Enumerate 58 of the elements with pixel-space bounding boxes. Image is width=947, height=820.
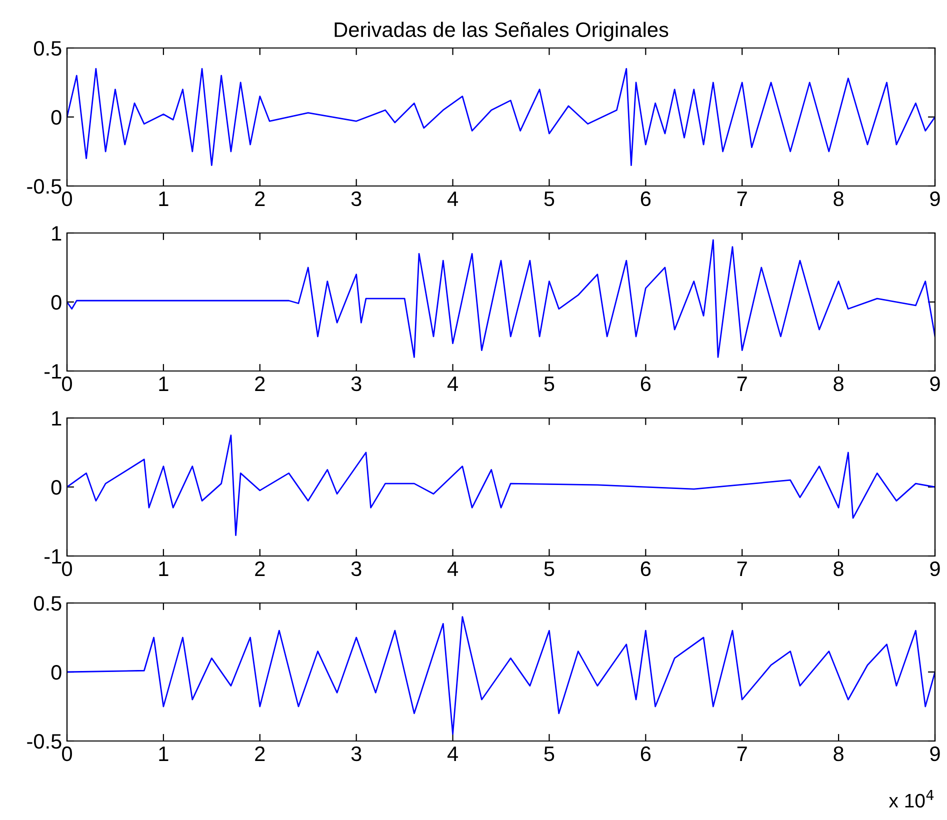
x-tick-label: 4 — [447, 746, 458, 761]
y-tick-label: 1 — [52, 411, 62, 426]
x-tick-label: 3 — [351, 746, 362, 762]
x-tick-label: 4 — [447, 562, 458, 576]
x-tick-label: 5 — [544, 746, 554, 762]
x-tick-label: 6 — [640, 376, 651, 392]
x-tick-label: 8 — [834, 191, 844, 206]
y-tick-label: -1 — [44, 364, 62, 379]
y-tick-label: 0 — [51, 110, 62, 125]
x-tick-label: 2 — [255, 746, 265, 761]
y-tick-label: 1 — [52, 226, 62, 241]
x-tick-label: 7 — [737, 746, 747, 761]
y-tick-label: -0.5 — [27, 179, 62, 194]
x-tick-label: 8 — [834, 561, 844, 576]
x-tick-label: 7 — [737, 562, 747, 576]
x-tick-label: 0 — [62, 561, 72, 576]
x-tick-label: 9 — [930, 376, 940, 392]
x-tick-label: 1 — [159, 192, 168, 206]
y-tick-label: 0.5 — [34, 596, 62, 611]
text: x 10$^{4}$ — [888, 790, 934, 808]
line-series — [67, 616, 935, 735]
x-tick-label: 1 — [159, 562, 168, 576]
chart-title: Derivadas de las Señales Originales — [334, 22, 668, 42]
x-tick-label: 9 — [930, 191, 940, 206]
y-tick-label: 0 — [51, 480, 62, 495]
x-tick-label: 7 — [737, 376, 747, 391]
x-tick-label: 1 — [159, 746, 168, 761]
x-tick-label: 0 — [62, 746, 72, 762]
x-tick-label: 0 — [62, 376, 72, 392]
x-tick-label: 5 — [544, 376, 554, 392]
x-tick-label: 1 — [159, 376, 168, 391]
x-tick-label: 9 — [930, 746, 940, 762]
x-tick-label: 3 — [351, 191, 362, 206]
x-tick-label: 5 — [544, 192, 554, 206]
y-tick-label: -0.5 — [27, 734, 62, 749]
x-tick-label: 3 — [351, 561, 362, 576]
x-tick-label: 3 — [351, 376, 362, 392]
y-tick-label: 0 — [51, 295, 62, 310]
x-tick-label: 6 — [640, 561, 651, 576]
x-tick-label: 6 — [640, 191, 651, 206]
line-series — [67, 239, 935, 358]
line-series — [67, 434, 935, 536]
x-tick-label: 2 — [255, 561, 265, 576]
x-tick-label: 8 — [834, 376, 844, 392]
y-tick-label: 0 — [51, 665, 62, 680]
x-tick-label: 7 — [737, 192, 747, 206]
y-tick-label: 0.5 — [34, 41, 62, 56]
line-series — [67, 68, 935, 166]
x-tick-label: 6 — [640, 746, 651, 762]
x-tick-label: 0 — [62, 191, 72, 206]
x-tick-label: 9 — [930, 561, 940, 576]
x-tick-label: 8 — [834, 746, 844, 762]
x-tick-label: 2 — [255, 376, 265, 391]
x-tick-label: 4 — [447, 376, 458, 391]
x-tick-label: 4 — [447, 192, 458, 206]
y-tick-label: -1 — [44, 549, 62, 564]
x-tick-label: 2 — [255, 191, 265, 206]
x-tick-label: 5 — [544, 562, 554, 576]
